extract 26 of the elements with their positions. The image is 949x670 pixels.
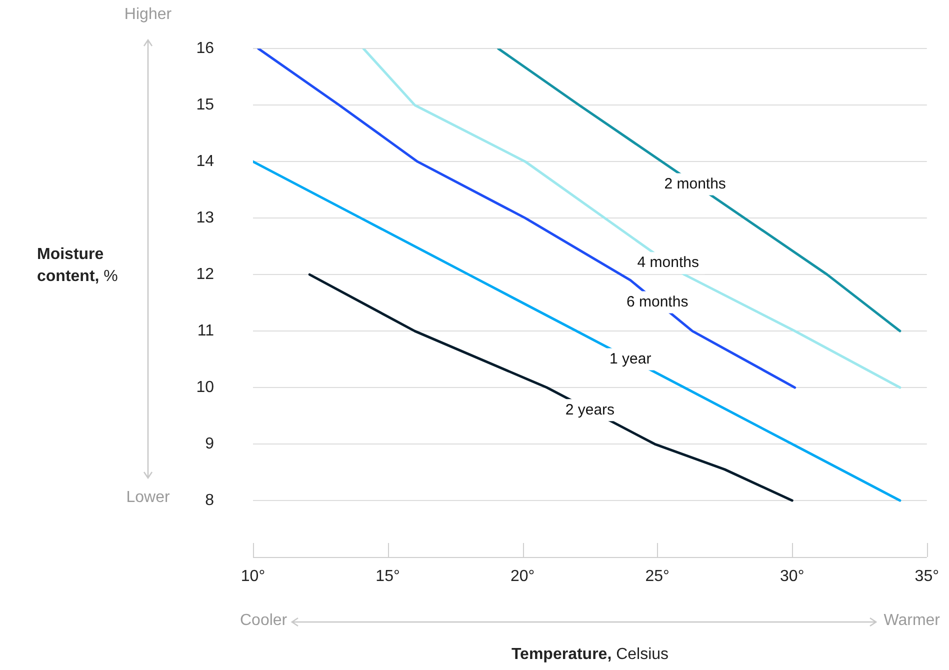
series-label: 2 years — [565, 401, 615, 418]
text: Warmer — [884, 612, 940, 630]
series-label: 2 months — [664, 175, 726, 192]
y-tick-label: 9 — [205, 435, 214, 452]
x-tick-label: 25° — [645, 568, 670, 586]
y-tick-label: 8 — [205, 492, 214, 509]
y-tick-label: 11 — [197, 322, 214, 340]
text: Cooler — [240, 612, 288, 630]
y-tick-label: 10 — [196, 378, 214, 396]
series-label: 4 months — [637, 254, 699, 272]
y-tick-label: 15 — [196, 96, 214, 114]
x-tick-label: 10° — [240, 568, 266, 586]
x-axis-title: Temperature, Celsius — [511, 646, 669, 664]
x-tick-label: 30° — [780, 568, 804, 586]
y-tick-label: 13 — [196, 209, 214, 226]
y-tick-label: 14 — [196, 152, 214, 170]
y-tick-label: 16 — [196, 40, 214, 58]
x-tick-label: 35° — [914, 568, 940, 586]
text: Higher — [124, 6, 172, 24]
x-tick-label: 20° — [510, 568, 535, 586]
y-tick-label: 12 — [196, 266, 214, 283]
series-label: 6 months — [626, 293, 688, 310]
y-axis-title: Moisture content, % — [37, 245, 119, 287]
text: Lower — [126, 489, 170, 507]
series-label: 1 year — [610, 350, 652, 368]
x-tick-label: 15° — [376, 568, 400, 586]
